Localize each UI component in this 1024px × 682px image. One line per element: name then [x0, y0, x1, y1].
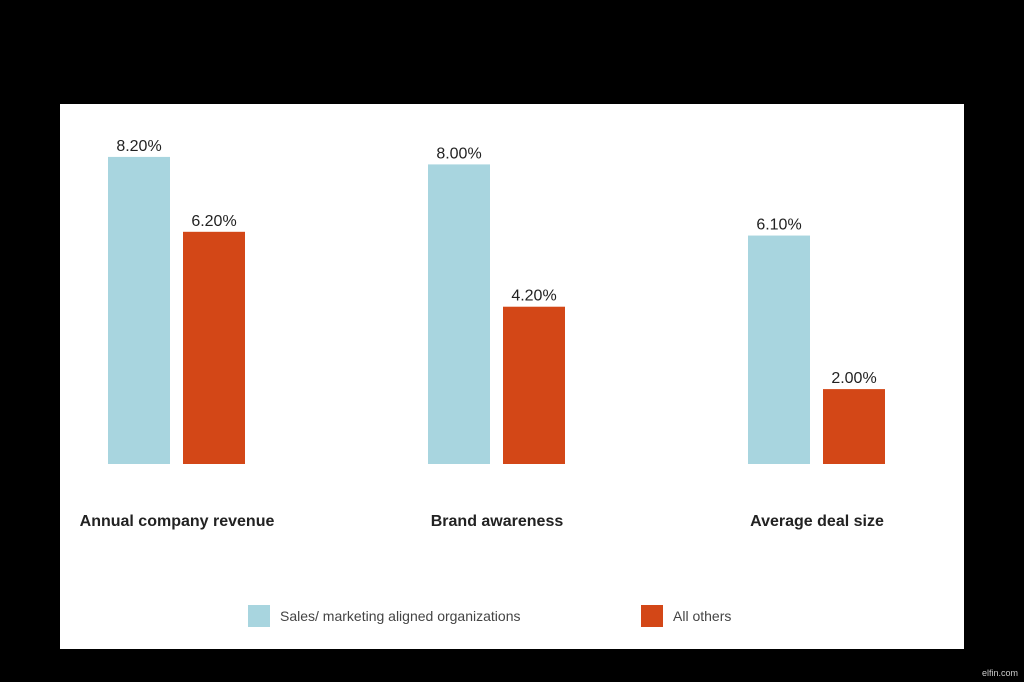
category-label-0: Annual company revenue [79, 513, 275, 530]
legend-item-0: Sales/ marketing aligned organizations [248, 605, 520, 627]
legend-label-0: Sales/ marketing aligned organizations [280, 608, 521, 624]
data-label-1-2: 2.00% [831, 370, 876, 387]
bar-1-2 [823, 389, 885, 464]
category-label-2: Average deal size [750, 513, 884, 530]
bar-1-1 [503, 306, 565, 464]
data-label-0-1: 8.00% [436, 145, 481, 162]
bar-0-2 [748, 235, 810, 464]
legend-item-1: All others [641, 605, 731, 627]
legend-swatch-1 [641, 605, 663, 627]
legend-label-1: All others [673, 608, 732, 624]
legend-swatch-0 [248, 605, 270, 627]
data-label-1-0: 6.20% [191, 213, 236, 230]
bar-0-0 [108, 156, 170, 464]
watermark: elfin.com [981, 668, 1018, 678]
bar-0-1 [428, 164, 490, 464]
data-label-0-2: 6.10% [756, 217, 801, 234]
category-label-1: Brand awareness [430, 513, 564, 530]
bar-1-0 [183, 231, 245, 464]
data-label-0-0: 8.20% [116, 138, 161, 155]
data-label-1-1: 4.20% [511, 288, 556, 305]
